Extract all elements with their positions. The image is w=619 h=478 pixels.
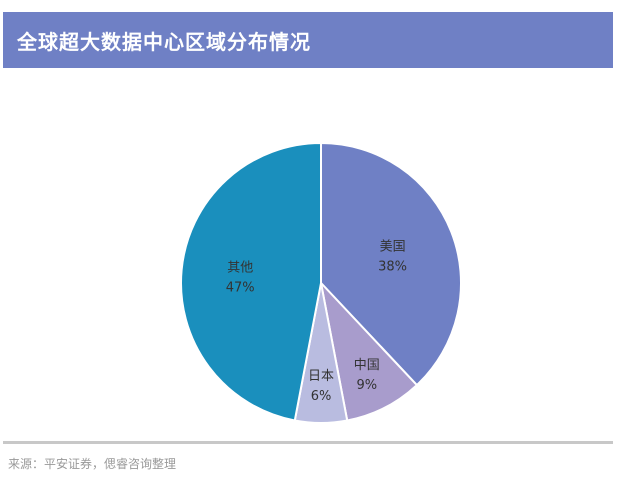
pie-slice-1 [319, 279, 419, 422]
slice-value-label: 47% [226, 280, 255, 295]
pie-slice-0 [320, 141, 462, 387]
slice-value-label: 6% [311, 389, 332, 404]
slice-value-label: 9% [356, 378, 377, 393]
slice-name-label: 日本 [308, 369, 334, 384]
slice-name-label: 中国 [354, 358, 380, 373]
slice-name-label: 其他 [227, 260, 253, 275]
chart-title: 全球超大数据中心区域分布情况 [17, 29, 311, 54]
source-note: 来源：平安证券，偲睿咨询整理 [8, 457, 177, 471]
title-banner: 全球超大数据中心区域分布情况 [3, 12, 613, 68]
pie-slice-3 [180, 141, 322, 422]
footer-divider [3, 441, 613, 444]
slice-value-label: 38% [378, 260, 407, 275]
slice-name-label: 美国 [380, 240, 406, 255]
pie-labels: 美国 38% 中国 9% 日本 6% 其他 47% [226, 240, 407, 404]
pie-slices [180, 141, 462, 424]
